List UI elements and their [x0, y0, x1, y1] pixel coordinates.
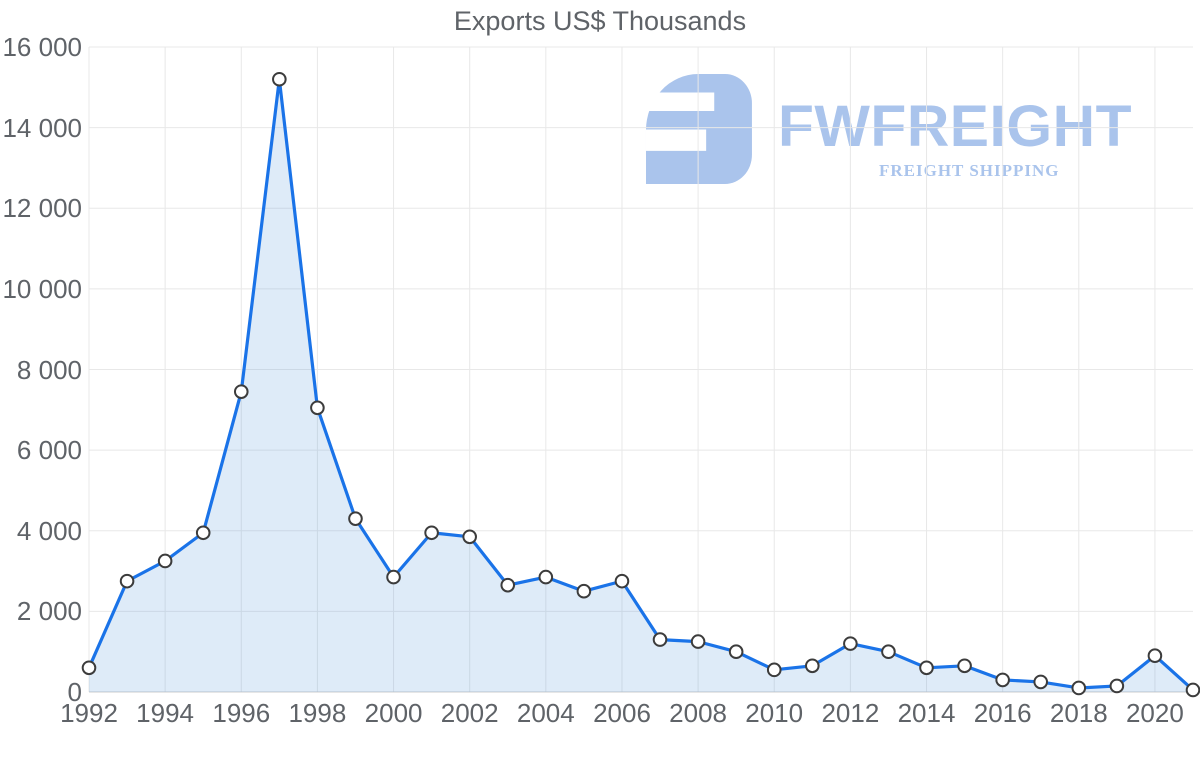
svg-text:FREIGHT SHIPPING: FREIGHT SHIPPING	[879, 161, 1060, 180]
